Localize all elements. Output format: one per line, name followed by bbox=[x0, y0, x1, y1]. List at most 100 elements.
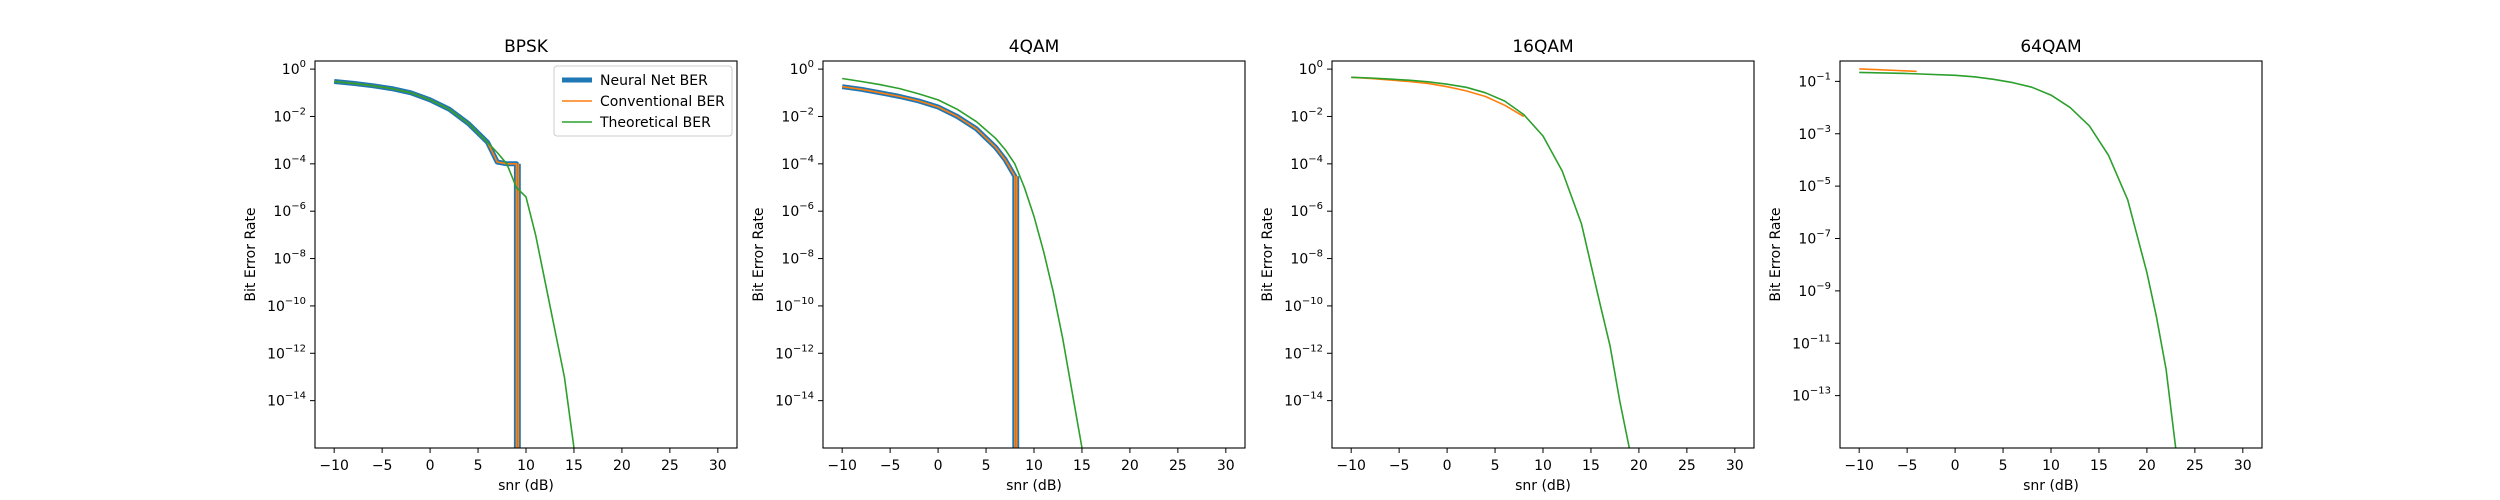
x-tick-label: −5 bbox=[1389, 458, 1410, 474]
y-tick-label: 10−9 bbox=[1798, 281, 1831, 300]
x-tick-label: 5 bbox=[1491, 458, 1500, 474]
series-line-neural-net-ber bbox=[333, 79, 521, 448]
x-tick-label: −5 bbox=[880, 458, 901, 474]
y-axis-label: Bit Error Rate bbox=[1768, 207, 1784, 301]
legend-label: Neural Net BER bbox=[600, 73, 708, 89]
x-tick-label: 0 bbox=[934, 458, 943, 474]
series-line-theoretical-ber bbox=[1351, 76, 1631, 448]
x-tick-label: 5 bbox=[1999, 458, 2008, 474]
y-axis-label: Bit Error Rate bbox=[1260, 207, 1276, 301]
y-tick-label: 10−4 bbox=[781, 154, 814, 173]
series-line-theoretical-ber bbox=[1859, 71, 2177, 448]
plot-frame bbox=[1331, 60, 1755, 449]
series-line-conventional-ber bbox=[1859, 68, 1917, 73]
y-tick-label: 10−2 bbox=[781, 106, 814, 125]
y-tick-label: 10−2 bbox=[273, 106, 306, 125]
x-tick-label: 25 bbox=[1678, 458, 1696, 474]
x-tick-label: −10 bbox=[1336, 458, 1366, 474]
x-tick-label: −10 bbox=[319, 458, 349, 474]
y-tick-label: 10−8 bbox=[781, 249, 814, 268]
panel-title: 64QAM bbox=[2020, 37, 2081, 57]
y-tick-label: 10−10 bbox=[267, 296, 306, 315]
x-tick-label: 25 bbox=[661, 458, 679, 474]
x-tick-label: 25 bbox=[1169, 458, 1187, 474]
y-tick-label: 10−10 bbox=[1284, 296, 1323, 315]
y-tick-label: 10−11 bbox=[1792, 333, 1831, 352]
series-line-conventional-ber bbox=[842, 85, 1018, 448]
x-tick-label: 15 bbox=[1073, 458, 1091, 474]
y-tick-label: 10−14 bbox=[267, 391, 306, 410]
x-tick-label: −10 bbox=[1844, 458, 1874, 474]
y-tick-label: 10−2 bbox=[1290, 106, 1323, 125]
x-axis-label: snr (dB) bbox=[498, 478, 554, 494]
chart-panel-3: −10 −5 0 5 10 15 20 25 30 100 10−2 10−4 10−6 10−8 10−1… bbox=[1260, 37, 1755, 494]
x-tick-label: 20 bbox=[1630, 458, 1648, 474]
panel-title: 4QAM bbox=[1009, 37, 1060, 57]
y-tick-label: 10−8 bbox=[1290, 249, 1323, 268]
x-tick-label: 30 bbox=[2234, 458, 2252, 474]
x-tick-label: 20 bbox=[1121, 458, 1139, 474]
y-axis-label: Bit Error Rate bbox=[243, 207, 259, 301]
x-tick-label: 10 bbox=[1025, 458, 1043, 474]
x-tick-label: 30 bbox=[1726, 458, 1744, 474]
y-tick-label: 10−14 bbox=[1284, 391, 1323, 410]
legend-label: Conventional BER bbox=[600, 94, 725, 110]
x-axis-label: snr (dB) bbox=[2023, 478, 2079, 494]
x-tick-label: 15 bbox=[1582, 458, 1600, 474]
x-tick-label: 0 bbox=[426, 458, 435, 474]
x-tick-label: 0 bbox=[1443, 458, 1452, 474]
y-tick-label: 10−6 bbox=[781, 201, 814, 220]
x-tick-label: 0 bbox=[1951, 458, 1960, 474]
legend-box bbox=[553, 65, 733, 137]
y-tick-label: 10−5 bbox=[1798, 176, 1831, 195]
y-tick-label: 10−12 bbox=[267, 343, 306, 362]
y-tick-label: 10−12 bbox=[775, 343, 814, 362]
y-tick-label: 100 bbox=[1299, 59, 1323, 78]
chart-panel-2: −10 −5 0 5 10 15 20 25 30 100 10−2 10−4 10−6 10−8 10−1… bbox=[751, 37, 1246, 494]
y-tick-label: 10−6 bbox=[1290, 201, 1323, 220]
series-line-conventional-ber bbox=[334, 80, 520, 448]
x-tick-label: −5 bbox=[1897, 458, 1918, 474]
x-tick-label: 5 bbox=[474, 458, 483, 474]
x-axis-label: snr (dB) bbox=[1515, 478, 1571, 494]
chart-panel-1: −10 −5 0 5 10 15 20 25 30 100 10−2 10−4 10−6 10−8 10−1… bbox=[243, 37, 738, 494]
y-tick-label: 100 bbox=[282, 59, 306, 78]
x-tick-label: 20 bbox=[613, 458, 631, 474]
series-line-theoretical-ber bbox=[334, 80, 575, 448]
y-tick-label: 10−4 bbox=[1290, 154, 1323, 173]
y-tick-label: 10−1 bbox=[1798, 71, 1831, 90]
panel-title: 16QAM bbox=[1512, 37, 1573, 57]
x-tick-label: 25 bbox=[2186, 458, 2204, 474]
chart-panel-4: −10 −5 0 5 10 15 20 25 30 10−1 10−3 10−5 10−7 10−9 10−… bbox=[1768, 37, 2263, 494]
x-tick-label: 5 bbox=[982, 458, 991, 474]
y-tick-label: 10−6 bbox=[273, 201, 306, 220]
y-tick-label: 10−13 bbox=[1792, 386, 1831, 405]
y-axis-label: Bit Error Rate bbox=[751, 207, 767, 301]
y-tick-label: 10−12 bbox=[1284, 343, 1323, 362]
legend: Neural Net BER Conventional BER Theoretica… bbox=[553, 65, 733, 137]
x-axis-label: snr (dB) bbox=[1006, 478, 1062, 494]
x-tick-label: 30 bbox=[709, 458, 727, 474]
x-tick-label: 10 bbox=[2042, 458, 2060, 474]
plot-frame bbox=[1839, 60, 2263, 449]
y-tick-label: 10−4 bbox=[273, 154, 306, 173]
y-tick-label: 10−10 bbox=[775, 296, 814, 315]
x-tick-label: −10 bbox=[827, 458, 857, 474]
y-tick-label: 10−3 bbox=[1798, 124, 1831, 143]
series-line-theoretical-ber bbox=[842, 77, 1083, 448]
x-tick-label: 15 bbox=[2090, 458, 2108, 474]
series-line-neural-net-ber bbox=[841, 84, 1020, 448]
x-tick-label: 10 bbox=[517, 458, 535, 474]
y-tick-label: 10−14 bbox=[775, 391, 814, 410]
plot-frame bbox=[822, 60, 1246, 449]
x-tick-label: 30 bbox=[1217, 458, 1235, 474]
panel-title: BPSK bbox=[504, 37, 549, 57]
x-tick-label: −5 bbox=[372, 458, 393, 474]
legend-label: Theoretical BER bbox=[599, 115, 711, 131]
y-tick-label: 10−8 bbox=[273, 249, 306, 268]
y-tick-label: 10−7 bbox=[1798, 229, 1831, 248]
x-tick-label: 10 bbox=[1534, 458, 1552, 474]
x-tick-label: 20 bbox=[2138, 458, 2156, 474]
x-tick-label: 15 bbox=[565, 458, 583, 474]
